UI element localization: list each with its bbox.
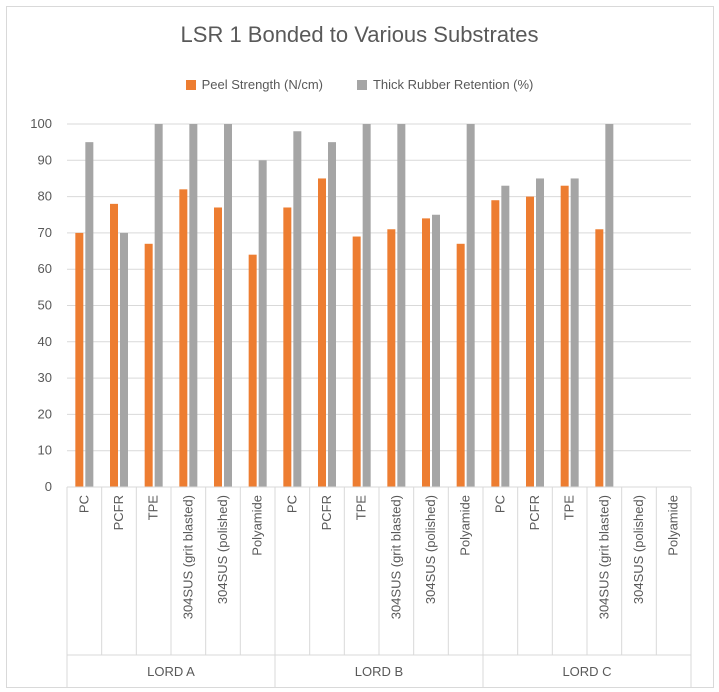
x-category-label-12: PC [492, 495, 507, 513]
y-tick-label-90: 90 [38, 152, 52, 167]
bar-peel-strength-0 [75, 232, 84, 487]
legend: Peel Strength (N/cm) Thick Rubber Retent… [0, 77, 719, 92]
x-category-label-11: Polyamide [458, 495, 473, 556]
bar-peel-strength-2 [144, 243, 153, 487]
bar-rubber-retention-2 [154, 124, 163, 487]
y-tick-label-20: 20 [38, 406, 52, 421]
bar-rubber-retention-3 [189, 124, 198, 487]
bar-peel-strength-7 [318, 178, 326, 487]
y-tick-label-30: 30 [38, 370, 52, 385]
y-tick-label-60: 60 [38, 261, 52, 276]
x-category-label-16: 304SUS (polished) [631, 495, 646, 604]
y-tick-label-100: 100 [30, 116, 52, 131]
bar-rubber-retention-10 [432, 214, 440, 487]
x-category-label-2: TPE [146, 495, 161, 521]
x-category-label-4: 304SUS (polished) [215, 495, 230, 604]
bar-peel-strength-12 [491, 200, 500, 488]
x-category-label-15: 304SUS (grit blasted) [596, 495, 611, 619]
bar-rubber-retention-12 [501, 185, 510, 487]
bar-rubber-retention-14 [570, 178, 579, 487]
x-category-label-17: Polyamide [666, 495, 681, 556]
y-tick-label-80: 80 [38, 189, 52, 204]
legend-label-rubber-retention: Thick Rubber Retention (%) [372, 77, 534, 92]
bar-rubber-retention-11 [466, 124, 475, 487]
bar-peel-strength-5 [248, 254, 257, 487]
x-category-label-1: PCFR [111, 495, 126, 530]
x-category-label-5: Polyamide [250, 495, 265, 556]
y-tick-label-0: 0 [45, 479, 52, 494]
group-label-0: LORD A [147, 664, 195, 679]
x-category-label-7: PCFR [319, 495, 334, 530]
bar-peel-strength-9 [387, 229, 396, 487]
y-tick-label-10: 10 [38, 443, 52, 458]
y-tick-label-50: 50 [38, 298, 52, 313]
x-category-label-10: 304SUS (polished) [423, 495, 438, 604]
bar-rubber-retention-7 [328, 142, 336, 487]
bar-rubber-retention-4 [224, 124, 232, 487]
bar-rubber-retention-5 [258, 160, 267, 488]
bar-peel-strength-11 [456, 243, 465, 487]
bar-peel-strength-10 [422, 218, 430, 487]
bar-peel-strength-4 [214, 207, 222, 488]
legend-swatch-peel-strength [185, 79, 196, 90]
bar-peel-strength-15 [595, 229, 604, 487]
bar-peel-strength-14 [560, 185, 569, 487]
bar-rubber-retention-0 [85, 142, 94, 487]
y-tick-label-40: 40 [38, 334, 52, 349]
bar-rubber-retention-15 [605, 124, 614, 487]
legend-item-peel-strength: Peel Strength (N/cm) [185, 77, 323, 92]
bar-rubber-retention-9 [397, 124, 406, 487]
group-label-1: LORD B [355, 664, 403, 679]
bar-rubber-retention-8 [362, 124, 371, 487]
group-label-2: LORD C [562, 664, 611, 679]
bar-rubber-retention-6 [293, 131, 302, 487]
x-category-label-13: PCFR [527, 495, 542, 530]
x-category-label-8: TPE [354, 495, 369, 521]
y-tick-label-70: 70 [38, 225, 52, 240]
bar-peel-strength-8 [352, 236, 361, 487]
bar-peel-strength-13 [526, 196, 534, 487]
bar-peel-strength-3 [179, 189, 188, 487]
x-category-label-3: 304SUS (grit blasted) [180, 495, 195, 619]
bar-rubber-retention-13 [536, 178, 544, 487]
x-category-label-14: TPE [562, 495, 577, 521]
x-category-label-6: PC [284, 495, 299, 513]
legend-item-rubber-retention: Thick Rubber Retention (%) [356, 77, 534, 92]
bar-peel-strength-1 [110, 203, 118, 488]
chart-title: LSR 1 Bonded to Various Substrates [180, 22, 539, 47]
legend-label-peel-strength: Peel Strength (N/cm) [201, 77, 323, 92]
x-category-label-9: 304SUS (grit blasted) [388, 495, 403, 619]
bar-peel-strength-6 [283, 207, 292, 488]
legend-swatch-rubber-retention [356, 79, 367, 90]
x-category-label-0: PC [76, 495, 91, 513]
bar-rubber-retention-1 [120, 232, 128, 487]
